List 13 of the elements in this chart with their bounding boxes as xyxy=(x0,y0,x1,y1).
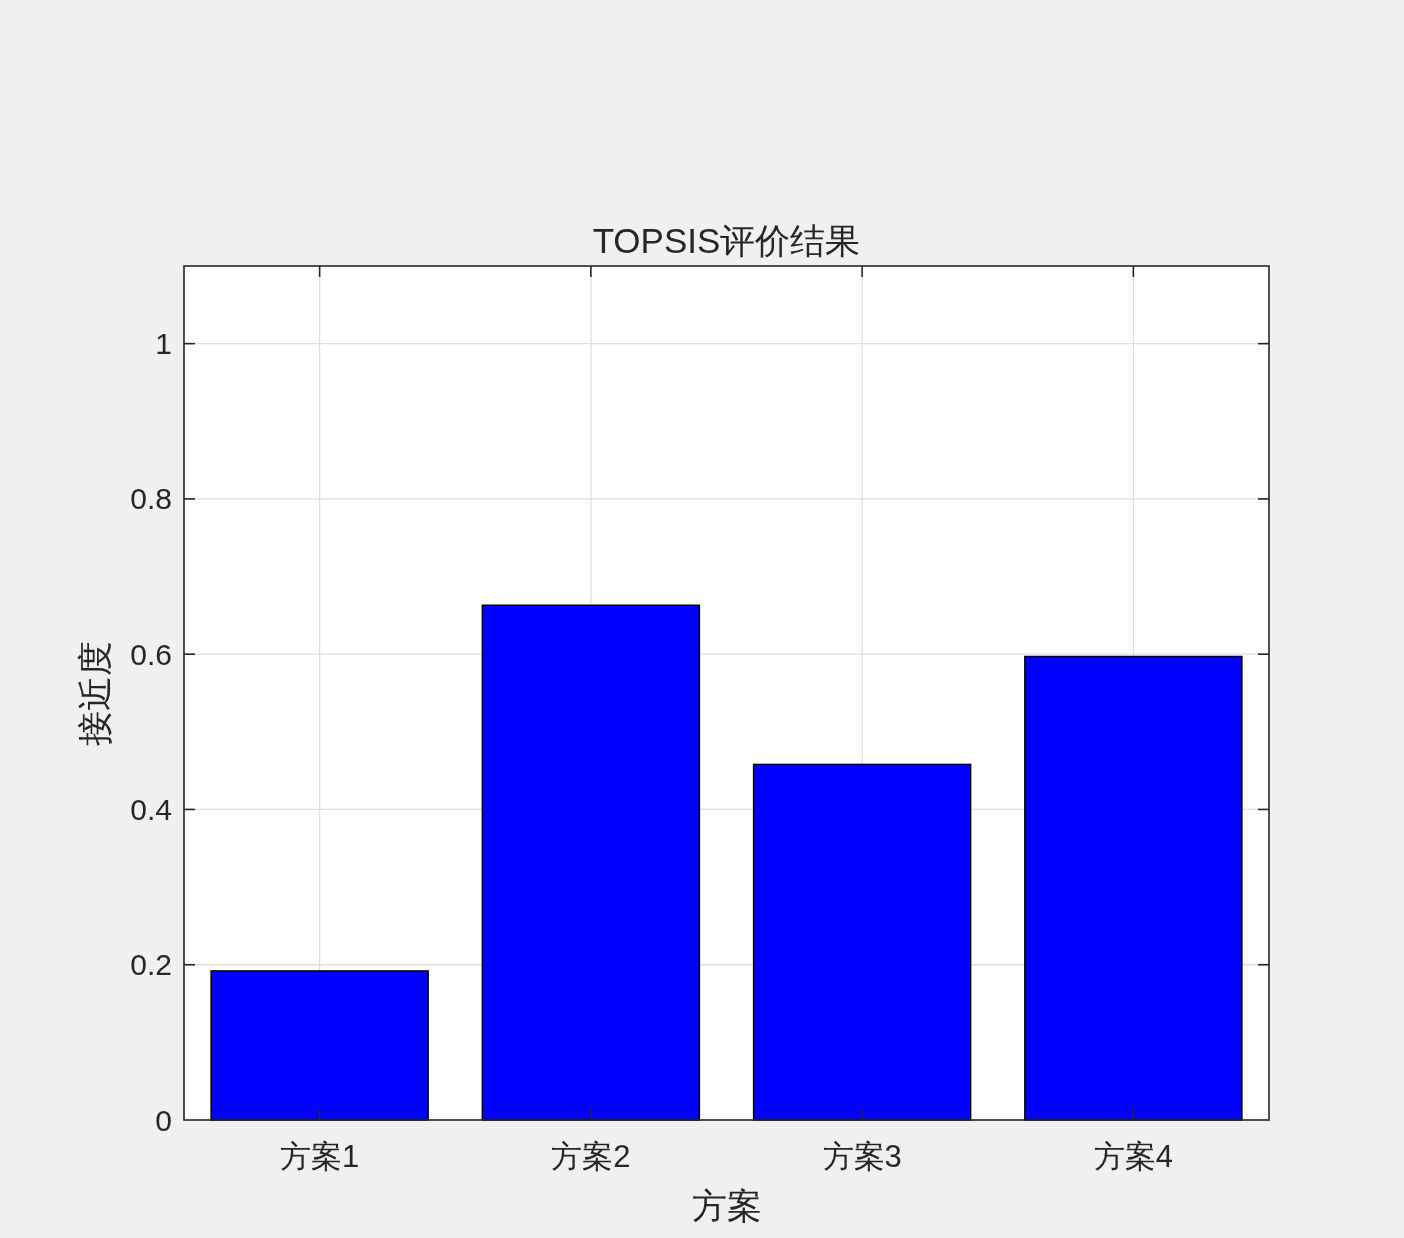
ytick-label: 0.8 xyxy=(130,482,172,516)
ytick-label: 0.6 xyxy=(130,637,172,671)
ytick-label: 0.4 xyxy=(130,792,172,826)
xtick-label: 方案3 xyxy=(822,1139,902,1174)
xtick-label: 方案2 xyxy=(551,1139,631,1174)
xtick-label: 方案1 xyxy=(280,1139,360,1174)
ytick-label: 0 xyxy=(155,1103,172,1137)
xtick-label: 方案4 xyxy=(1093,1139,1173,1174)
ylabel: 接近度 xyxy=(75,640,114,746)
ytick-label: 1 xyxy=(155,327,172,361)
title: TOPSIS评价结果 xyxy=(592,221,861,260)
xlabel: 方案 xyxy=(691,1186,762,1225)
ytick-label: 0.2 xyxy=(130,948,172,982)
